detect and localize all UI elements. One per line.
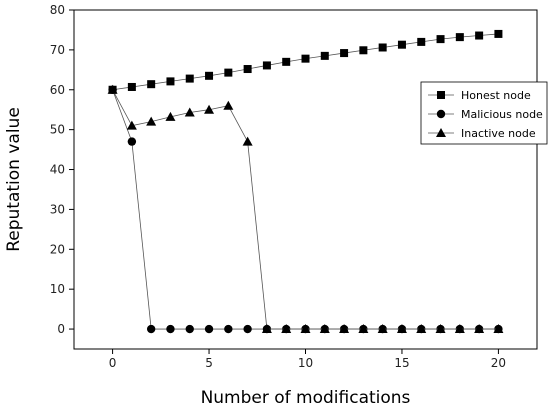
inactive-point (223, 100, 234, 110)
honest-point (475, 31, 484, 40)
y-tick-label: 60 (50, 83, 65, 97)
y-tick-label: 0 (57, 322, 65, 336)
inactive-point (435, 324, 446, 334)
x-tick-label: 5 (205, 356, 213, 370)
inactive-point (339, 324, 350, 334)
y-tick-label: 30 (50, 202, 65, 216)
honest-point (185, 74, 194, 83)
inactive-point (204, 104, 215, 114)
y-tick-label: 70 (50, 43, 65, 57)
y-tick-label: 50 (50, 123, 65, 137)
inactive-point (377, 324, 388, 334)
plot-axes: 0 5 10 15 20 0 10 20 30 40 50 60 70 80 (50, 3, 538, 370)
inactive-point (396, 324, 407, 334)
honest-point (436, 35, 445, 44)
malicious-point (204, 324, 214, 334)
x-tick-label: 15 (394, 356, 409, 370)
honest-point (262, 61, 271, 70)
inactive-point (165, 111, 176, 121)
legend-marker-honest (437, 91, 445, 99)
inactive-point (474, 324, 485, 334)
honest-point (455, 33, 464, 42)
legend: Honest node Malicious node Inactive node (420, 81, 548, 145)
inactive-point (358, 324, 369, 334)
inactive-point (184, 107, 195, 117)
inactive-point (281, 324, 292, 334)
honest-point (397, 40, 406, 49)
legend-label-inactive: Inactive node (461, 127, 536, 140)
x-tick-label: 0 (109, 356, 117, 370)
y-tick-label: 20 (50, 242, 65, 256)
honest-point (224, 68, 233, 77)
malicious-point (243, 324, 252, 334)
malicious-point (166, 324, 175, 334)
inactive-point (416, 324, 427, 334)
series-layer (107, 29, 504, 334)
inactive-point (107, 84, 118, 94)
malicious-point (146, 324, 156, 334)
inactive-point (493, 324, 504, 334)
honest-point (166, 77, 175, 86)
y-tick-label: 40 (50, 163, 65, 177)
legend-marker-malicious (436, 109, 446, 119)
x-tick-label: 10 (298, 356, 313, 370)
inactive-point (261, 324, 272, 334)
legend-label-malicious: Malicious node (461, 108, 543, 121)
malicious-point (185, 324, 194, 334)
honest-point (282, 57, 291, 66)
legend-marker-inactive (436, 128, 446, 137)
honest-point (494, 29, 503, 38)
x-tick-label: 20 (491, 356, 506, 370)
x-axis-title: Number of modifications (201, 388, 411, 408)
honest-point (243, 65, 252, 74)
inactive-point (300, 324, 311, 334)
y-axis-title: Reputation value (4, 107, 24, 252)
honest-point (127, 82, 136, 91)
honest-point (417, 37, 426, 46)
honest-point (147, 80, 156, 89)
inactive-series (107, 84, 504, 334)
malicious-point (127, 137, 137, 146)
malicious-point (224, 324, 233, 334)
honest-point (320, 51, 329, 60)
honest-point (301, 54, 310, 63)
inactive-point (319, 324, 330, 334)
inactive-point (242, 136, 253, 146)
inactive-point (454, 324, 465, 334)
honest-point (378, 43, 387, 52)
y-tick-label: 10 (50, 282, 65, 296)
y-tick-label: 80 (50, 3, 65, 17)
honest-point (205, 71, 214, 80)
honest-point (340, 49, 349, 58)
legend-label-honest: Honest node (461, 89, 531, 102)
inactive-point (146, 116, 157, 126)
inactive-point (126, 120, 137, 130)
honest-point (359, 46, 368, 55)
